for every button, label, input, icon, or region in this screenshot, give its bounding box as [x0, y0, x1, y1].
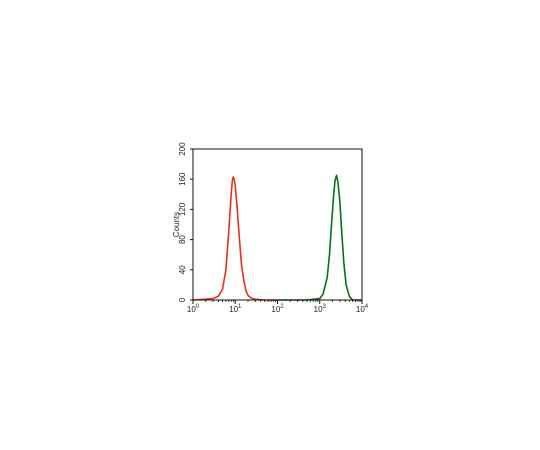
x-tick-label-exponent: 0	[196, 304, 200, 310]
x-tick-label: 104	[356, 304, 369, 314]
x-tick-label: 102	[271, 304, 284, 314]
y-tick-label: 80	[178, 235, 187, 244]
x-tick-label-base: 10	[187, 305, 196, 314]
x-tick-label-base: 10	[229, 305, 238, 314]
y-axis-label: Counts	[172, 212, 181, 237]
y-tick-label: 160	[178, 172, 187, 186]
series-layer	[192, 174, 362, 301]
x-tick-label-base: 10	[356, 305, 365, 314]
x-tick-label: 100	[187, 304, 200, 314]
x-tick-label-exponent: 4	[365, 304, 369, 310]
x-tick-label-base: 10	[271, 305, 280, 314]
y-tick-label: 120	[178, 202, 187, 216]
y-tick-label: 200	[178, 142, 187, 156]
x-tick-label-exponent: 1	[238, 304, 242, 310]
x-tick-label: 101	[229, 304, 242, 314]
histogram-series-2	[277, 174, 362, 301]
y-tick-label: 40	[178, 265, 187, 274]
x-tick-label-exponent: 3	[323, 304, 327, 310]
x-tick-label: 103	[314, 304, 327, 314]
x-tick-label-base: 10	[314, 305, 323, 314]
x-tick-label-exponent: 2	[280, 304, 284, 310]
y-tick-label: 0	[178, 297, 187, 302]
histogram-series-1	[192, 176, 278, 301]
